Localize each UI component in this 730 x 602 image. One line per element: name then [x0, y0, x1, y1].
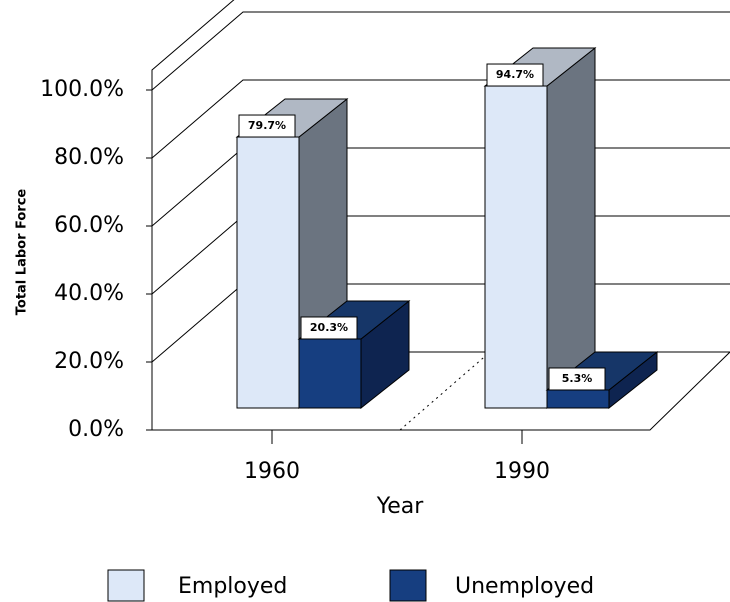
y-tick-label: 40.0%	[54, 281, 124, 306]
bar-side	[546, 46, 596, 410]
floor	[152, 351, 730, 431]
bar	[298, 338, 362, 409]
value-label-box	[238, 114, 296, 138]
bar	[546, 389, 610, 409]
value-label: 5.3%	[562, 372, 593, 385]
legend-swatch	[389, 569, 427, 602]
value-label-box	[486, 63, 544, 87]
y-tick-label: 80.0%	[54, 145, 124, 170]
bar	[236, 136, 300, 409]
y-tick-label: 20.0%	[54, 349, 124, 374]
value-label: 94.7%	[496, 68, 534, 81]
legend-label: Unemployed	[455, 574, 594, 599]
x-axis-title: Year	[376, 494, 425, 519]
y-tick-label: 100.0%	[40, 77, 124, 102]
grid-line	[151, 11, 730, 91]
bar	[484, 85, 548, 409]
legend-swatch	[107, 569, 145, 602]
legend-label: Employed	[178, 574, 287, 599]
value-label: 79.7%	[248, 119, 286, 132]
back-wall	[151, 0, 235, 430]
y-tick-label: 60.0%	[54, 213, 124, 238]
value-label-box	[548, 367, 606, 391]
divider	[399, 351, 491, 431]
y-tick-label: 0.0%	[68, 417, 124, 442]
x-tick-label: 1960	[244, 459, 300, 484]
value-label-box	[300, 316, 358, 340]
y-axis-title: Total Labor Force	[15, 189, 30, 316]
x-tick-label: 1990	[494, 459, 550, 484]
value-label: 20.3%	[310, 321, 348, 334]
